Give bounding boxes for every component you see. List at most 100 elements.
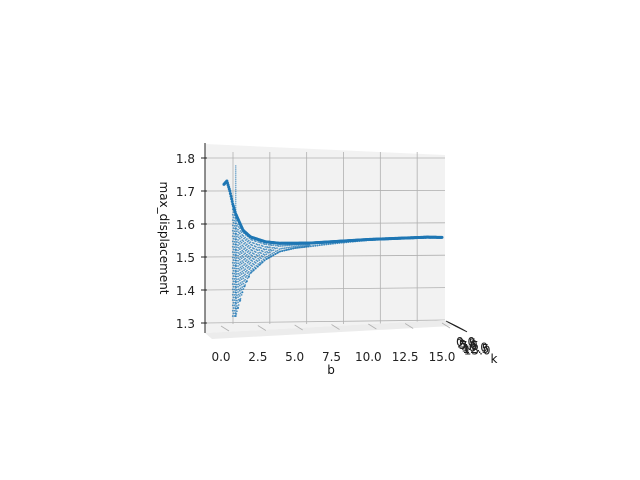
data-point bbox=[243, 258, 245, 261]
data-point bbox=[240, 257, 243, 260]
data-point bbox=[287, 242, 290, 245]
data-point bbox=[237, 267, 240, 270]
data-point bbox=[234, 174, 237, 177]
data-point bbox=[246, 251, 249, 254]
data-point bbox=[234, 178, 237, 181]
data-point bbox=[240, 267, 243, 270]
data-point bbox=[243, 269, 245, 272]
data-point bbox=[267, 249, 270, 252]
data-point bbox=[261, 261, 264, 264]
data-point bbox=[431, 236, 434, 239]
data-point bbox=[404, 237, 407, 240]
k-tick-mark bbox=[454, 325, 468, 333]
data-point bbox=[264, 240, 267, 243]
data-point bbox=[236, 278, 238, 281]
data-point bbox=[234, 261, 237, 264]
data-point bbox=[411, 237, 414, 240]
data-point bbox=[232, 205, 235, 208]
data-point bbox=[270, 255, 273, 258]
data-point bbox=[263, 248, 266, 251]
data-point bbox=[234, 271, 237, 274]
data-point bbox=[234, 253, 237, 256]
data-point bbox=[232, 275, 235, 277]
data-point bbox=[237, 249, 239, 252]
data-point bbox=[234, 182, 237, 185]
data-point bbox=[239, 297, 242, 300]
data-point bbox=[269, 253, 272, 256]
data-point bbox=[272, 254, 275, 257]
data-point bbox=[309, 245, 312, 248]
data-point bbox=[238, 289, 241, 292]
data-point bbox=[301, 242, 304, 245]
data-point bbox=[248, 257, 251, 260]
data-point bbox=[251, 249, 254, 252]
data-point bbox=[246, 259, 248, 261]
data-point bbox=[241, 249, 244, 252]
data-point bbox=[369, 239, 372, 242]
data-point bbox=[274, 244, 277, 247]
data-point bbox=[242, 277, 245, 280]
data-point bbox=[234, 214, 237, 217]
k-tick-label: 0.0 bbox=[456, 335, 475, 349]
data-point bbox=[393, 237, 396, 240]
data-point bbox=[242, 229, 245, 232]
data-point bbox=[234, 184, 237, 187]
data-point bbox=[253, 237, 255, 239]
data-point bbox=[256, 238, 259, 241]
data-point bbox=[237, 280, 239, 283]
data-point bbox=[240, 293, 243, 296]
data-point bbox=[234, 198, 237, 201]
data-point bbox=[234, 303, 237, 305]
data-point bbox=[244, 241, 247, 244]
data-point bbox=[231, 213, 234, 216]
data-point bbox=[246, 253, 248, 256]
z-gridline bbox=[204, 254, 446, 258]
data-point bbox=[289, 246, 291, 249]
z-gridline bbox=[204, 287, 446, 291]
data-point bbox=[274, 253, 277, 256]
back-pane bbox=[205, 144, 445, 333]
data-point bbox=[234, 265, 237, 268]
data-point bbox=[234, 275, 237, 278]
data-point bbox=[249, 236, 252, 238]
data-point bbox=[234, 236, 237, 238]
data-point bbox=[272, 244, 275, 247]
data-point bbox=[292, 245, 295, 248]
data-point bbox=[232, 259, 235, 261]
data-point bbox=[271, 247, 274, 249]
data-point bbox=[251, 265, 254, 268]
data-point bbox=[233, 240, 236, 243]
data-point bbox=[244, 265, 247, 268]
floor-gridline bbox=[404, 323, 414, 329]
data-point bbox=[278, 248, 281, 251]
data-point bbox=[396, 237, 399, 240]
floor-pane bbox=[205, 320, 452, 339]
data-point bbox=[240, 278, 243, 281]
data-point bbox=[232, 280, 235, 283]
data-point bbox=[251, 254, 254, 257]
data-point bbox=[232, 216, 235, 219]
data-point bbox=[247, 270, 250, 273]
data-point bbox=[286, 244, 289, 247]
z-gridline bbox=[204, 319, 446, 324]
data-point bbox=[300, 243, 303, 246]
data-point bbox=[305, 245, 308, 248]
data-point bbox=[358, 239, 361, 242]
data-point bbox=[237, 228, 239, 231]
data-point bbox=[234, 252, 237, 254]
data-point bbox=[281, 244, 284, 247]
data-point bbox=[365, 239, 368, 242]
data-point bbox=[237, 291, 239, 293]
data-point bbox=[232, 221, 235, 224]
data-point bbox=[281, 247, 284, 250]
data-point bbox=[246, 261, 249, 264]
data-point bbox=[237, 272, 240, 275]
data-point bbox=[301, 246, 304, 249]
data-point bbox=[270, 249, 273, 252]
data-point bbox=[254, 256, 257, 259]
data-point bbox=[247, 260, 250, 263]
data-point bbox=[329, 242, 332, 245]
data-point bbox=[231, 224, 234, 227]
data-point bbox=[250, 271, 253, 274]
data-point bbox=[418, 237, 421, 240]
